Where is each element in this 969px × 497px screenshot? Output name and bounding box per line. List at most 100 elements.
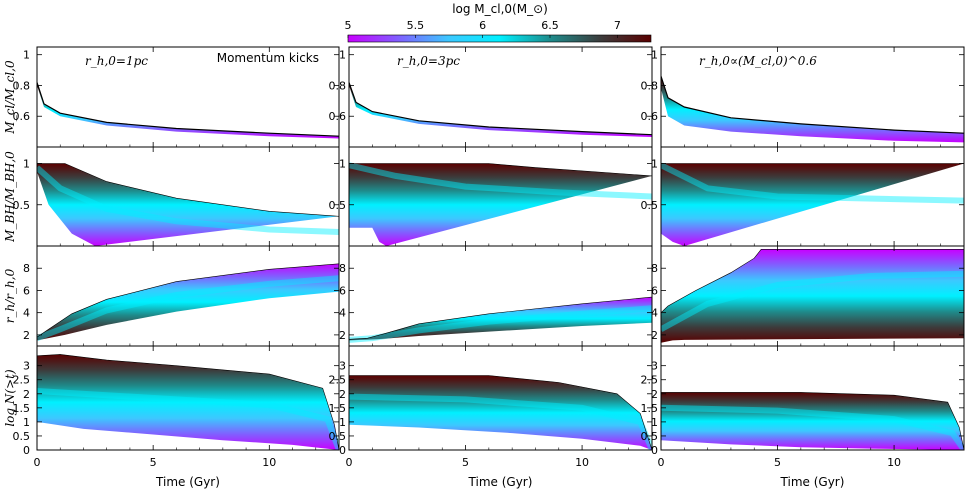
- x-tick-label: 10: [887, 456, 901, 469]
- y-axis-label: M_cl/M_cl,0: [3, 60, 17, 135]
- y-tick-label: 1: [339, 416, 346, 429]
- panel-r0-c2: 0.6 0.8 1 r_h,0∝(M_cl,0)^0.6: [641, 46, 965, 148]
- y-tick-label: 2: [651, 329, 658, 342]
- x-axis-label: Time (Gyr): [155, 475, 220, 489]
- series-top-r0-c1: [349, 82, 652, 136]
- colorbar-gradient: [347, 34, 652, 43]
- y-tick-label: 1: [651, 49, 658, 62]
- y-tick-label: 0.5: [329, 199, 347, 212]
- radius-label: r_h,0∝(M_cl,0)^0.6: [699, 54, 817, 68]
- y-tick-label: 0.6: [13, 110, 31, 123]
- y-tick-label: 1: [23, 49, 30, 62]
- y-tick-label: 2: [23, 388, 30, 401]
- series-top-r3-c2: [661, 392, 964, 450]
- y-tick-label: 0: [651, 444, 658, 457]
- series-top-r2-c0: [37, 263, 339, 338]
- y-tick-label: 4: [651, 307, 658, 320]
- y-tick-label: 4: [339, 307, 346, 320]
- y-tick-label: 8: [23, 262, 30, 275]
- y-tick-label: 1: [651, 158, 658, 171]
- x-axis-label: Time (Gyr): [780, 475, 845, 489]
- series-mid-r3-c1: [349, 393, 652, 450]
- y-tick-label: 1: [23, 416, 30, 429]
- data-band-r1-c1: [349, 163, 652, 246]
- y-tick-label: 6: [339, 284, 346, 297]
- x-tick-label: 0: [34, 456, 41, 469]
- y-tick-label: 0.5: [641, 430, 659, 443]
- y-tick-label: 1.5: [641, 402, 659, 415]
- y-tick-label: 6: [23, 284, 30, 297]
- y-tick-label: 0.6: [641, 110, 659, 123]
- y-tick-label: 0: [339, 444, 346, 457]
- series-mid-r2-c0: [37, 275, 339, 342]
- data-band-r3-c2: [661, 392, 964, 450]
- series-mid-r1-c0: [37, 165, 339, 235]
- x-tick-label: 10: [262, 456, 276, 469]
- y-tick-label: 1.5: [329, 402, 347, 415]
- y-tick-label: 0: [23, 444, 30, 457]
- panel-r1-c0: 0.5 1 M_BH/M_BH,0: [3, 146, 340, 247]
- data-band-r2-c0: [37, 263, 339, 341]
- radius-label: r_h,0=1pc: [85, 54, 148, 68]
- series-top-r0-c2: [661, 76, 964, 134]
- colorbar-tick-label: 7: [614, 19, 621, 32]
- colorbar-tick-label: 6: [479, 19, 486, 32]
- data-band-r0-c2: [661, 76, 964, 143]
- data-band-r2-c1: [349, 297, 652, 341]
- y-tick-label: 6: [651, 284, 658, 297]
- y-tick-label: 4: [23, 307, 30, 320]
- series-mid-r1-c2: [661, 162, 964, 204]
- radius-label: r_h,0=3pc: [397, 54, 460, 68]
- x-tick-label: 0: [658, 456, 665, 469]
- y-axis-label: r_h/r_h,0: [3, 268, 17, 323]
- colorbar-tick-label: 6.5: [541, 19, 559, 32]
- y-tick-label: 0.5: [329, 430, 347, 443]
- series-mid-r2-c2: [661, 270, 964, 332]
- y-tick-label: 2: [339, 388, 346, 401]
- series-top-r1-c1: [349, 163, 652, 177]
- x-tick-label: 5: [774, 456, 781, 469]
- data-band-r2-c2: [661, 249, 964, 343]
- y-tick-label: 0.8: [641, 79, 659, 92]
- series-top-r2-c2: [661, 249, 964, 313]
- series-mid-r1-c1: [349, 162, 652, 200]
- data-band-r1-c2: [661, 163, 964, 246]
- y-tick-label: 8: [339, 262, 346, 275]
- panel-frame: [36, 345, 340, 451]
- series-top-r3-c0: [37, 354, 339, 450]
- y-tick-label: 3: [651, 360, 658, 373]
- panel-r0-c1: 0.6 0.8 1 r_h,0=3pc: [329, 46, 653, 148]
- panel-frame: [348, 46, 653, 148]
- y-tick-label: 0.8: [13, 79, 31, 92]
- panel-frame: [660, 345, 965, 451]
- x-tick-label: 5: [150, 456, 157, 469]
- series-top-r0-c0: [37, 82, 339, 137]
- series-top-r3-c1: [349, 375, 652, 450]
- panel-r2-c1: 2 4 6 8: [339, 245, 653, 347]
- panel-r0-c0: 0.6 0.8 1 r_h,0=1pc Momentum kicks M_cl/M_cl,…: [3, 46, 340, 148]
- y-tick-label: 0.6: [329, 110, 347, 123]
- y-tick-label: 3: [23, 360, 30, 373]
- y-tick-label: 1: [339, 158, 346, 171]
- y-tick-label: 1: [339, 49, 346, 62]
- y-tick-label: 2.5: [13, 374, 31, 387]
- y-tick-label: 0.5: [641, 199, 659, 212]
- y-axis-label: M_BH/M_BH,0: [3, 151, 17, 243]
- y-tick-label: 2.5: [329, 374, 347, 387]
- panel-r1-c2: 0.51: [641, 146, 965, 247]
- y-tick-label: 2: [23, 329, 30, 342]
- panel-r3-c0: 00.511.522.53 0 5 10 Time (Gyr) log N(>t): [3, 345, 340, 489]
- series-mid-r2-c1: [349, 305, 652, 343]
- y-tick-label: 1: [651, 416, 658, 429]
- model-note: Momentum kicks: [217, 51, 319, 65]
- series-mid-r3-c2: [661, 404, 964, 450]
- y-tick-label: 0.8: [329, 79, 347, 92]
- data-band-r0-c1: [349, 82, 652, 137]
- y-tick-label: 0.5: [13, 199, 31, 212]
- data-band-r3-c0: [37, 354, 339, 450]
- y-tick-label: 8: [651, 262, 658, 275]
- panel-r2-c2: 2 4 6 8: [651, 245, 965, 347]
- panel-frame: [348, 345, 653, 451]
- panel-r1-c1: 0.51: [329, 146, 653, 247]
